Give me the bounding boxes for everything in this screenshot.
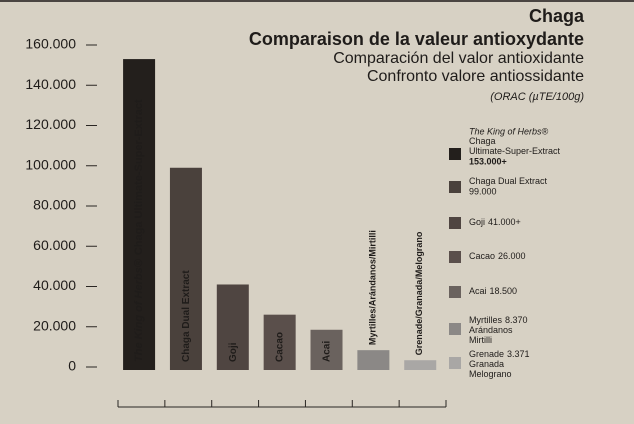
y-tick-label: 60.000 [33,237,76,253]
legend-label: Grenade 3.371 [469,349,530,359]
legend-swatch [449,181,461,193]
legend-name: Melograno [469,369,512,379]
category-label: Acai [321,341,332,362]
y-tick-label: 40.000 [33,277,76,293]
bar [357,350,390,370]
legend-name: Acai [469,286,487,296]
legend-label: Myrtilles 8.370 [469,315,528,325]
legend-name: Ultimate-Super-Extract [469,146,561,156]
unit-label: (ORAC (µTE/100g) [490,91,584,103]
chart-subtitle: Comparaison de la valeur antioxydante [249,29,584,49]
subtitle-line: Comparación del valor antioxidante [333,50,584,67]
bar [404,360,437,370]
bar [123,59,156,371]
legend-label: Acai 18.500 [469,286,517,296]
legend-label: Goji 41.000+ [469,217,521,227]
bar [310,329,343,370]
legend-name: Granada [469,359,504,369]
legend-swatch [449,251,461,263]
legend-swatch [449,217,461,229]
brand-label: The King of Herbs® [133,258,145,362]
legend-value: 99.000 [469,186,497,196]
bar-label: Acai [321,341,332,362]
legend-label: Chaga Dual Extract [469,176,548,186]
legend-label: Ultimate-Super-Extract [469,146,561,156]
legend-swatch [449,357,461,369]
category-label: Myrtilles/Arándanos/Mirtilli [368,230,378,345]
legend-label: Cacao 26.000 [469,251,526,261]
legend-value: 153.000+ [469,156,507,166]
legend-swatch [449,148,461,160]
legend-label: Granada [469,359,504,369]
legend-name: Myrtilles [469,315,502,325]
legend-label: Mirtilli [469,335,492,345]
y-tick-label: 100.000 [25,156,76,172]
legend-name: Arándanos [469,325,513,335]
legend-value: 18.500 [490,286,518,296]
bar-label: Chaga Dual Extract [181,270,192,362]
y-tick-label: 0 [68,358,76,374]
legend-name: Cacao [469,251,495,261]
bar-label: Goji [227,342,238,362]
legend-name: Chaga [469,136,496,146]
category-label: Chaga Dual Extract [181,270,192,362]
y-tick-label: 120.000 [25,116,76,132]
bar [216,284,249,370]
category-label: Grenade/Granada/Melograno [415,231,425,355]
category-label: Cacao [274,332,285,362]
legend-value: 41.000+ [488,217,521,227]
bar-label: Myrtilles/Arándanos/Mirtilli [368,230,378,345]
legend-label: Arándanos [469,325,513,335]
y-tick-label: 160.000 [25,36,76,52]
chart-title: Chaga [529,6,585,26]
legend-brand: The King of Herbs® [469,126,549,136]
legend-value: 8.370 [505,315,528,325]
legend-value: 3.371 [507,349,530,359]
y-tick-label: 20.000 [33,317,76,333]
top-border [0,0,634,2]
legend-label: Chaga [469,136,496,146]
bar [169,167,202,370]
legend-value: 26.000 [498,251,526,261]
category-label: Goji [227,342,238,362]
legend-name: Goji [469,217,485,227]
legend-swatch [449,286,461,298]
bar-label: The King of Herbs® Chaga Ultimate-Super-E… [133,99,145,362]
bar-label: Grenade/Granada/Melograno [415,231,425,355]
bar-label: Cacao [274,332,285,362]
legend-name: Grenade [469,349,504,359]
y-tick-label: 80.000 [33,197,76,213]
y-tick-label: 140.000 [25,76,76,92]
category-label: Chaga Ultimate-Super-Extract [133,99,145,255]
bar [263,314,296,370]
legend-swatch [449,323,461,335]
legend-label: Melograno [469,369,512,379]
legend-name: Mirtilli [469,335,492,345]
subtitle-line: Confronto valore antiossidante [367,68,584,85]
legend-name: Chaga Dual Extract [469,176,548,186]
